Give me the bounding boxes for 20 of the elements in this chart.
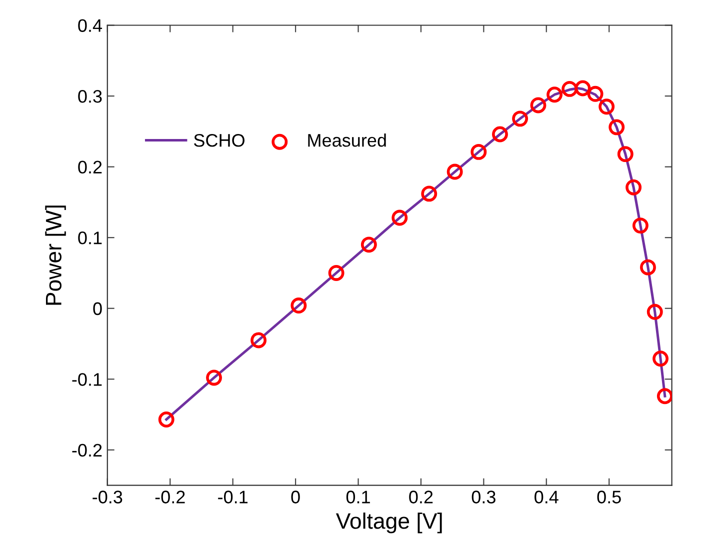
y-tick-label: -0.2 xyxy=(72,444,102,457)
x-tick-label: 0.4 xyxy=(534,490,558,504)
x-tick-label: 0.3 xyxy=(472,490,496,504)
y-tick-label: 0.3 xyxy=(78,90,102,103)
y-axis-title: Power [W] xyxy=(45,206,66,305)
x-tick-label: 0.1 xyxy=(346,490,370,504)
x-tick-label: 0.2 xyxy=(409,490,433,504)
x-tick-label: 0.5 xyxy=(597,490,621,504)
x-axis-title: Voltage [V] xyxy=(336,512,442,534)
legend-label: SCHO xyxy=(194,134,244,147)
legend-label: Measured xyxy=(308,134,386,147)
x-tick-label: 0 xyxy=(291,490,300,504)
y-tick-label: -0.1 xyxy=(72,373,102,386)
y-tick-label: 0.4 xyxy=(78,19,102,32)
x-tick-label: -0.3 xyxy=(92,490,122,504)
y-tick-label: 0 xyxy=(93,302,102,316)
y-tick-label: 0.2 xyxy=(78,160,102,174)
x-tick-label: -0.1 xyxy=(218,490,248,504)
x-tick-label: -0.2 xyxy=(155,490,185,504)
y-tick-label: 0.1 xyxy=(78,232,102,244)
